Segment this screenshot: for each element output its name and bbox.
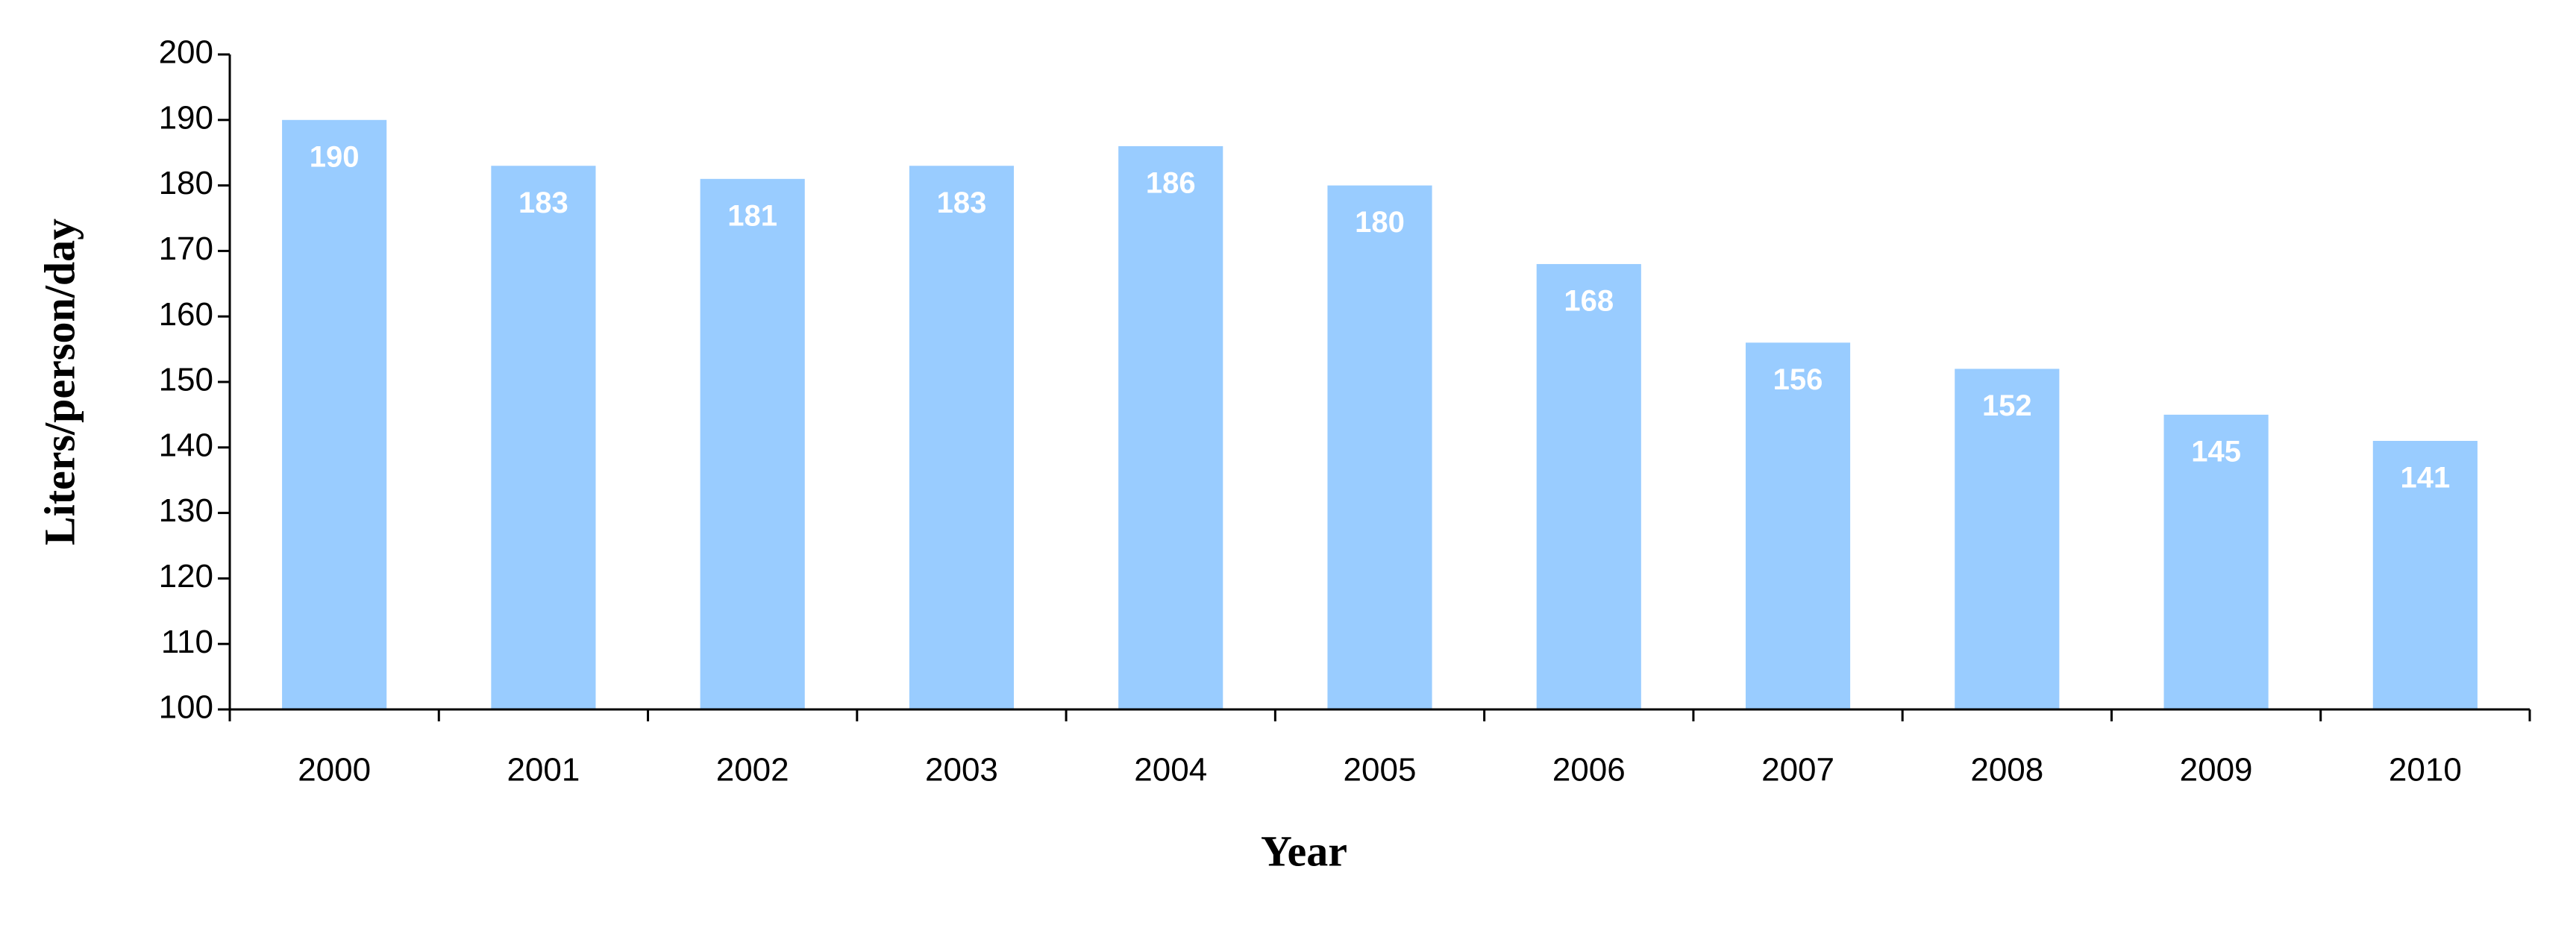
x-tick-label: 2010 <box>2389 752 2462 789</box>
bar <box>491 166 596 709</box>
x-tick-label: 2000 <box>298 752 371 789</box>
x-tick-label: 2009 <box>2180 752 2253 789</box>
y-tick-label: 140 <box>159 427 213 463</box>
bar <box>282 119 387 710</box>
value-label: 183 <box>937 186 987 219</box>
y-tick-label: 190 <box>159 99 213 136</box>
y-axis-title: Liters/person/day <box>35 219 84 545</box>
y-tick-label: 200 <box>159 34 213 71</box>
bar <box>1118 145 1223 710</box>
y-tick-label: 130 <box>159 492 213 529</box>
y-tick-label: 100 <box>159 689 213 726</box>
value-label: 168 <box>1564 285 1614 318</box>
bar <box>1327 185 1432 710</box>
y-tick-label: 160 <box>159 296 213 333</box>
x-tick-label: 2008 <box>1970 752 2043 789</box>
x-tick-label: 2005 <box>1344 752 1417 789</box>
x-tick-label: 2001 <box>507 752 580 789</box>
bar <box>700 178 805 709</box>
y-tick-label: 120 <box>159 558 213 595</box>
x-tick-label: 2007 <box>1761 752 1834 789</box>
value-label: 141 <box>2400 462 2450 495</box>
value-label: 156 <box>1773 363 1823 396</box>
y-tick-label: 110 <box>161 624 213 660</box>
y-tick-label: 180 <box>159 165 213 201</box>
y-tick-label: 150 <box>159 362 213 398</box>
bar <box>1536 263 1641 710</box>
value-label: 181 <box>727 199 777 232</box>
bar <box>909 166 1015 709</box>
value-label: 190 <box>310 140 360 173</box>
bar <box>2372 441 2478 709</box>
value-label: 152 <box>1982 389 2032 422</box>
x-axis-title: Year <box>1261 827 1347 875</box>
value-label: 180 <box>1355 206 1405 239</box>
value-label: 186 <box>1146 166 1196 199</box>
bar <box>1955 369 2060 709</box>
value-label: 183 <box>518 186 568 219</box>
value-label: 145 <box>2191 435 2241 468</box>
x-tick-label: 2006 <box>1552 752 1626 789</box>
x-tick-label: 2002 <box>716 752 789 789</box>
y-tick-label: 170 <box>159 231 213 267</box>
x-tick-label: 2003 <box>925 752 998 789</box>
bar <box>1745 342 1851 709</box>
bar <box>2163 414 2269 709</box>
x-tick-label: 2004 <box>1134 752 1207 789</box>
